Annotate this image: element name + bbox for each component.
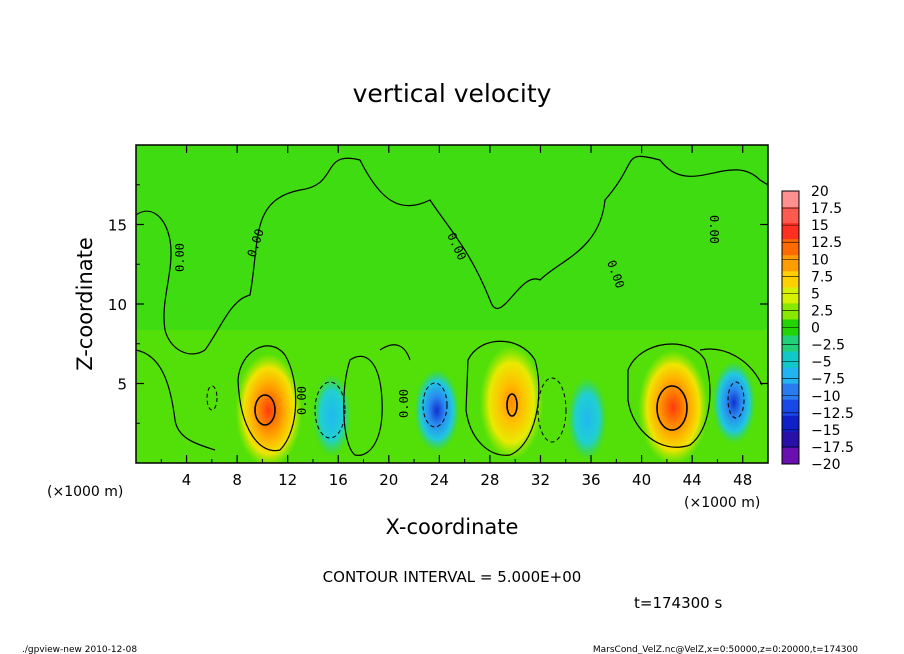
x-tick-label: 44 [683,471,702,489]
updraft-cell [479,345,544,460]
time-label: t=174300 s [634,594,722,612]
y-tick-label: 10 [108,296,127,314]
colorbar-label: 0 [811,321,820,337]
x-tick-label: 48 [733,471,752,489]
x-tick-label: 16 [329,471,348,489]
colorbar-swatch [782,207,799,224]
velocity-cells [235,345,756,463]
colorbar-swatch [782,255,799,272]
y-tick-label: 5 [117,376,127,394]
negative-contours [206,377,745,443]
colorbar-label: 5 [811,286,820,302]
footer-right: MarsCond_VelZ.nc@VelZ,x=0:50000,z=0:2000… [593,645,858,654]
contour-labels: 0.00 0.00 0.00 0.00 0.00 0.00 0.00 [173,215,721,418]
colorbar-swatch [782,367,799,385]
colorbar-label: 15 [811,218,829,234]
colorbar-label: −20 [811,457,841,473]
colorbar-label: 2.5 [811,303,833,319]
contour-label: 0.00 [707,215,721,244]
x-tick-label: 40 [632,471,651,489]
x-tick-label: 32 [531,471,550,489]
colorbar-label: 10 [811,252,829,268]
peak-contours [254,385,688,431]
colorbar-swatch [782,271,799,288]
downdraft-cell [312,373,352,457]
contour-label: 0.00 [397,389,411,418]
colorbar-swatch [782,415,799,433]
contour-label: 0.00 [295,386,309,415]
y-axis-ticks: 5 10 15 [108,184,768,424]
x-tick-label: 36 [581,471,600,489]
x-tick-label: 24 [430,471,449,489]
colorbar-swatch [782,223,799,240]
contour-interval-text: CONTOUR INTERVAL = 5.000E+00 [323,568,582,586]
colorbar-swatch [782,399,799,417]
x-axis-label: X-coordinate [386,515,519,539]
x-tick-label: 28 [480,471,499,489]
colorbar-label: −2.5 [811,338,845,354]
colorbar-label: −10 [811,389,841,405]
colorbar-label: 17.5 [811,201,842,217]
colorbar-swatch [782,303,799,320]
colorbar-label: −17.5 [811,440,854,456]
chart-title: vertical velocity [353,79,552,108]
x-axis-ticks: 4 8 12 16 20 24 28 32 36 40 44 48 [160,145,752,489]
colorbar-label: −15 [811,423,841,439]
colorbar-label: 7.5 [811,269,833,285]
colorbar-label: 12.5 [811,235,842,251]
updraft-cell [638,350,709,463]
footer-left: ./gpview-new 2010-12-08 [22,645,137,654]
downdraft-cell [712,361,756,444]
colorbar-swatch [782,191,799,208]
contour-label: 0.00 [173,243,187,272]
x-unit-label-right: (×1000 m) [684,495,760,511]
colorbar-swatch [782,351,799,369]
y-axis-label: Z-coordinate [73,237,97,371]
colorbar-swatch [782,335,799,353]
plot-area: 0.00 0.00 0.00 0.00 0.00 0.00 0.00 [136,145,768,463]
colorbar-swatch [782,383,799,401]
downdraft-cell [567,377,607,460]
x-tick-label: 20 [379,471,398,489]
colorbar-swatch [782,287,799,304]
x-tick-label: 4 [182,471,192,489]
colorbar-label: 20 [811,184,829,200]
colorbar-swatch [782,447,799,465]
x-tick-label: 12 [278,471,297,489]
y-tick-label: 15 [108,217,127,235]
downdraft-cell [414,369,460,452]
colorbar-label: −7.5 [811,372,845,388]
colorbar-label: −5 [811,355,832,371]
contour-lines [136,155,768,456]
x-unit-label-left: (×1000 m) [47,484,123,500]
colorbar-swatch [782,431,799,449]
colorbar-swatch [782,239,799,256]
x-tick-label: 8 [232,471,242,489]
colorbar-label: −12.5 [811,406,854,422]
